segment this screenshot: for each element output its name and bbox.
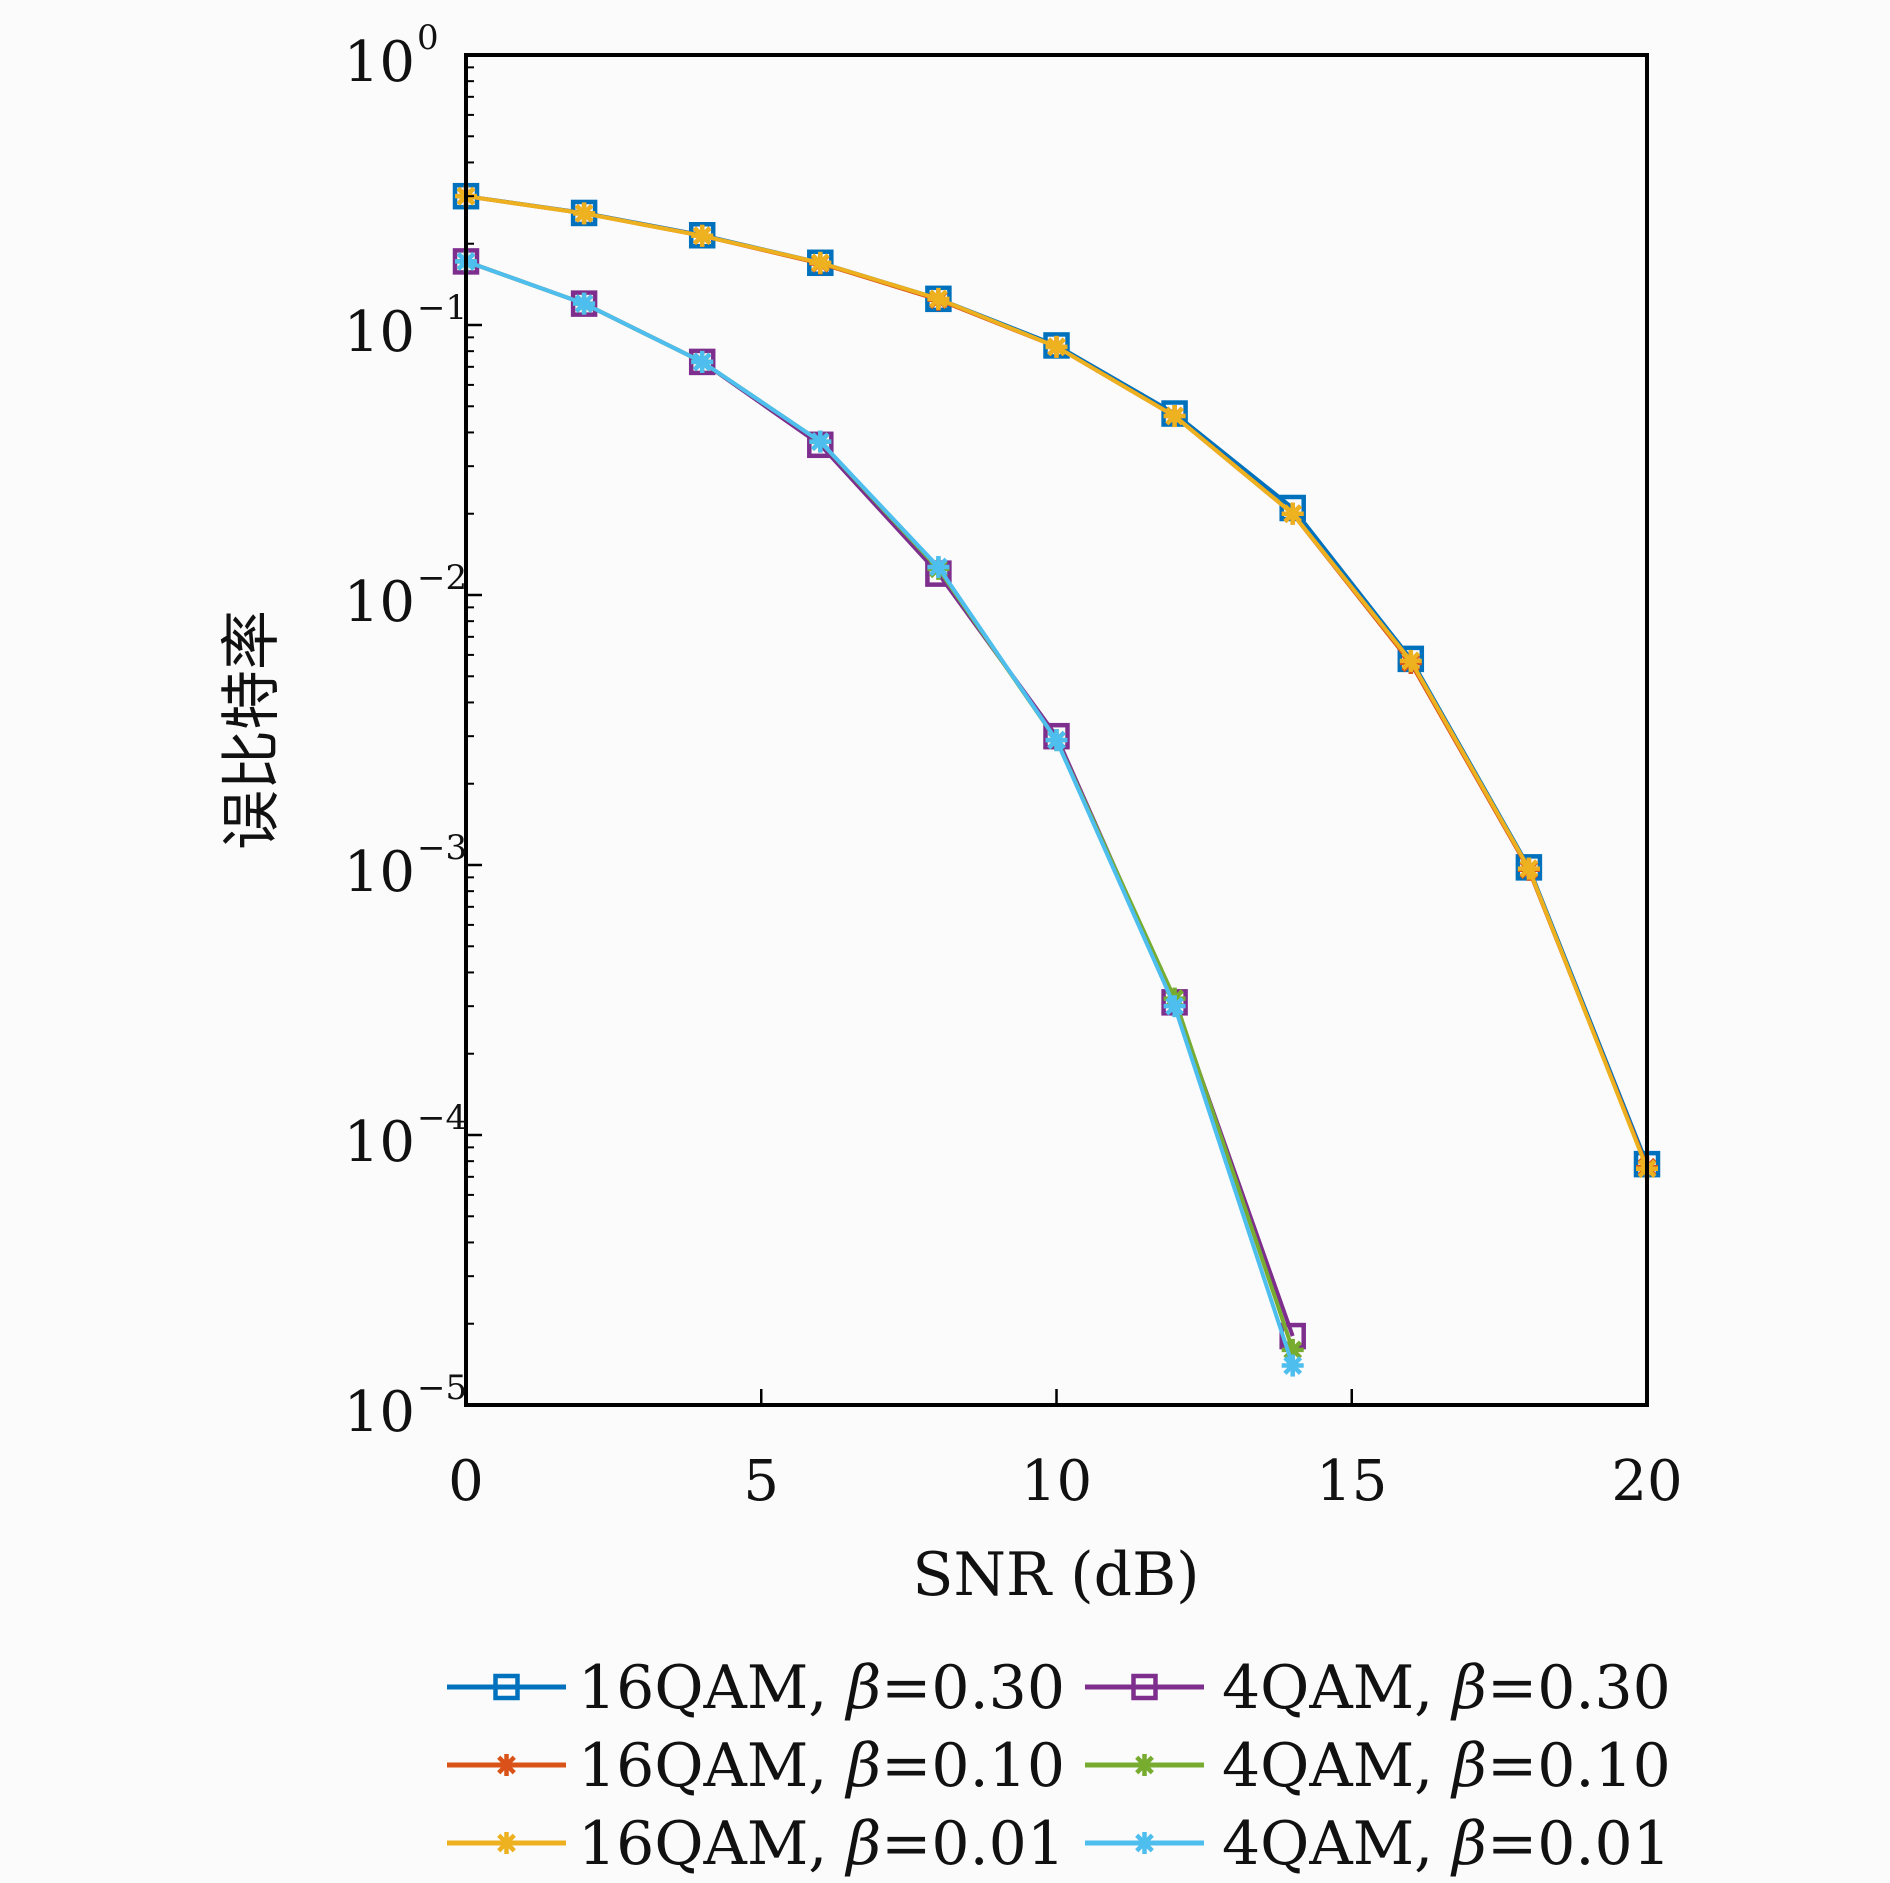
x-tick-label: 15 — [1316, 1449, 1387, 1514]
legend-item: 4QAM, β=0.10 — [1085, 1731, 1671, 1801]
legend-label: 16QAM, β=0.01 — [578, 1809, 1065, 1879]
legend-item: 16QAM, β=0.10 — [447, 1731, 1065, 1801]
series-layer — [452, 182, 1661, 1377]
y-tick-label: 10 — [344, 30, 415, 95]
data-point — [1163, 995, 1186, 1018]
legend-marker — [1131, 1673, 1158, 1701]
data-point — [573, 202, 596, 225]
data-point — [927, 555, 950, 578]
legend-marker — [493, 1673, 520, 1701]
legend-item: 16QAM, β=0.01 — [447, 1809, 1065, 1879]
legend-label: 16QAM, β=0.10 — [578, 1731, 1065, 1801]
data-point — [1163, 405, 1186, 428]
series-line — [465, 259, 1295, 1367]
legend-label: 4QAM, β=0.10 — [1222, 1731, 1671, 1801]
y-tick-label: 10 — [344, 840, 415, 905]
data-point — [691, 350, 714, 373]
legend-marker — [495, 1832, 518, 1854]
y-tick-exponent: −1 — [417, 288, 467, 328]
y-tick-label: 10 — [344, 300, 415, 365]
y-tick-exponent: −3 — [417, 828, 467, 868]
legend-marker — [1133, 1754, 1156, 1776]
x-tick-label: 10 — [1021, 1449, 1092, 1514]
y-minor-ticks — [466, 66, 474, 1325]
data-point — [809, 251, 832, 274]
y-tick-exponent: −4 — [417, 1098, 467, 1138]
legend: 16QAM, β=0.30 16QAM, β=0.10 16QAM, β=0.01 4… — [447, 1653, 1671, 1879]
x-tick-label: 20 — [1611, 1449, 1682, 1514]
x-axis-label: SNR (dB) — [912, 1540, 1199, 1610]
y-tick-label: 10 — [344, 570, 415, 635]
y-axis-label: 误比特率 — [217, 610, 287, 850]
data-point — [1281, 502, 1304, 525]
x-tick-label: 0 — [448, 1449, 484, 1514]
y-tick-label: 10 — [344, 1110, 415, 1175]
legend-marker — [495, 1754, 518, 1776]
x-tick-label: 5 — [743, 1449, 779, 1514]
y-tick-exponent: −2 — [417, 558, 467, 598]
y-tick-exponent: 0 — [417, 18, 439, 58]
y-tick-label: 10 — [344, 1380, 415, 1445]
legend-item: 4QAM, β=0.01 — [1085, 1809, 1671, 1879]
data-point — [1281, 1354, 1304, 1377]
data-point — [1045, 335, 1068, 358]
data-point — [1517, 857, 1540, 880]
data-point — [691, 224, 714, 247]
legend-item: 16QAM, β=0.30 — [447, 1653, 1065, 1723]
data-point — [573, 292, 596, 315]
data-point — [927, 287, 950, 310]
legend-label: 4QAM, β=0.30 — [1222, 1653, 1671, 1723]
data-point — [1045, 729, 1068, 752]
legend-label: 4QAM, β=0.01 — [1222, 1809, 1671, 1879]
data-point — [809, 430, 832, 453]
series-1 — [452, 182, 1661, 1178]
data-point — [1399, 649, 1422, 672]
legend-label: 16QAM, β=0.30 — [578, 1653, 1065, 1723]
y-tick-exponent: −5 — [417, 1368, 467, 1408]
legend-marker — [1133, 1832, 1156, 1854]
legend-item: 4QAM, β=0.30 — [1085, 1653, 1671, 1723]
x-axis-ticks: 0 5 10 15 20 — [448, 1389, 1683, 1514]
